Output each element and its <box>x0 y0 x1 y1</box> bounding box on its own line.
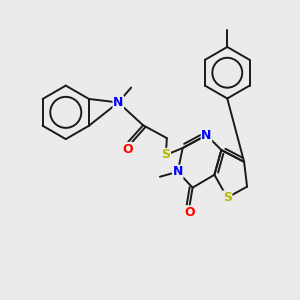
Text: O: O <box>184 206 195 219</box>
Text: N: N <box>172 165 183 178</box>
Text: S: S <box>161 148 170 161</box>
Text: O: O <box>122 142 133 155</box>
Text: N: N <box>201 129 212 142</box>
Text: N: N <box>113 96 124 109</box>
Text: S: S <box>223 191 232 204</box>
